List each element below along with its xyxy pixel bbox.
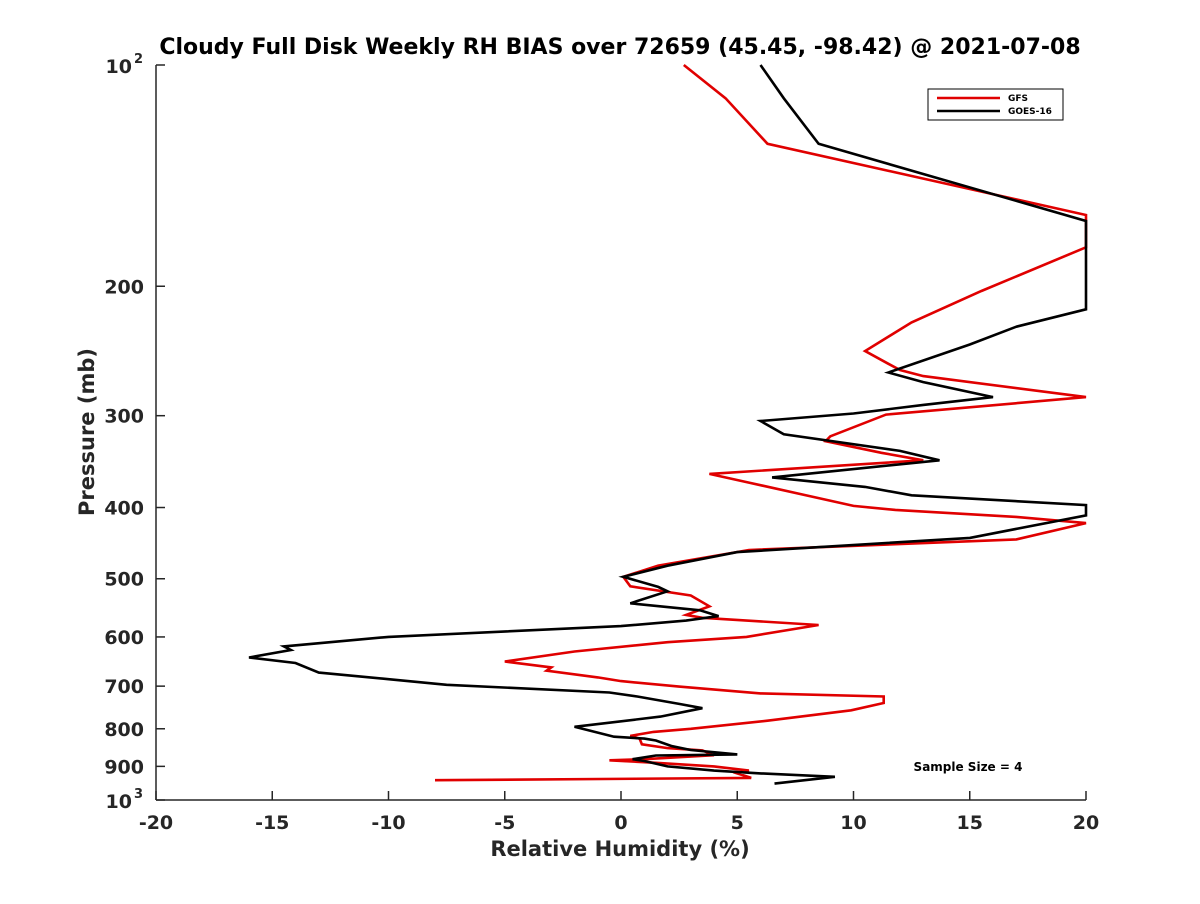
y-tick-label: 800: [104, 719, 144, 741]
legend-label-goes16: GOES-16: [1008, 107, 1052, 117]
x-tick-label: 5: [731, 812, 744, 834]
x-ticks: -20 -15 -10 -5 0 5 10 15 20: [139, 791, 1099, 834]
x-tick-label: 20: [1073, 812, 1099, 834]
y-end-label-exponent: 3: [134, 787, 143, 802]
series-line-goes16: [248, 64, 1088, 785]
legend-box: [927, 88, 1064, 121]
y-end-label-base: 10: [106, 791, 132, 813]
series-layer: [248, 63, 1088, 785]
x-tick-label: -20: [139, 812, 173, 834]
y-axis-label: Pressure (mb): [75, 348, 99, 516]
y-tick-label: 300: [104, 406, 144, 428]
y-tick-label: 200: [104, 276, 144, 298]
x-tick-label: 10: [840, 812, 866, 834]
y-tick-label: 400: [104, 498, 144, 520]
y-tick-label: 500: [104, 569, 144, 591]
x-tick-label: -15: [255, 812, 289, 834]
series-line-gfs: [434, 63, 1088, 782]
x-tick-label: 15: [957, 812, 983, 834]
y-end-label-base: 10: [106, 56, 132, 78]
x-tick-label: 0: [614, 812, 627, 834]
sample-size-annotation: Sample Size = 4: [914, 760, 1023, 774]
legend: GFS GOES-16: [927, 88, 1064, 121]
x-axis-label: Relative Humidity (%): [490, 837, 749, 861]
x-tick-label: -10: [371, 812, 405, 834]
y-end-label-exponent: 2: [134, 52, 143, 67]
x-tick-label: -5: [494, 812, 515, 834]
y-tick-label: 900: [104, 756, 144, 778]
y-tick-label: 700: [104, 676, 144, 698]
y-tick-label: 600: [104, 627, 144, 649]
chart-title: Cloudy Full Disk Weekly RH BIAS over 726…: [159, 35, 1080, 60]
legend-label-gfs: GFS: [1008, 94, 1028, 104]
